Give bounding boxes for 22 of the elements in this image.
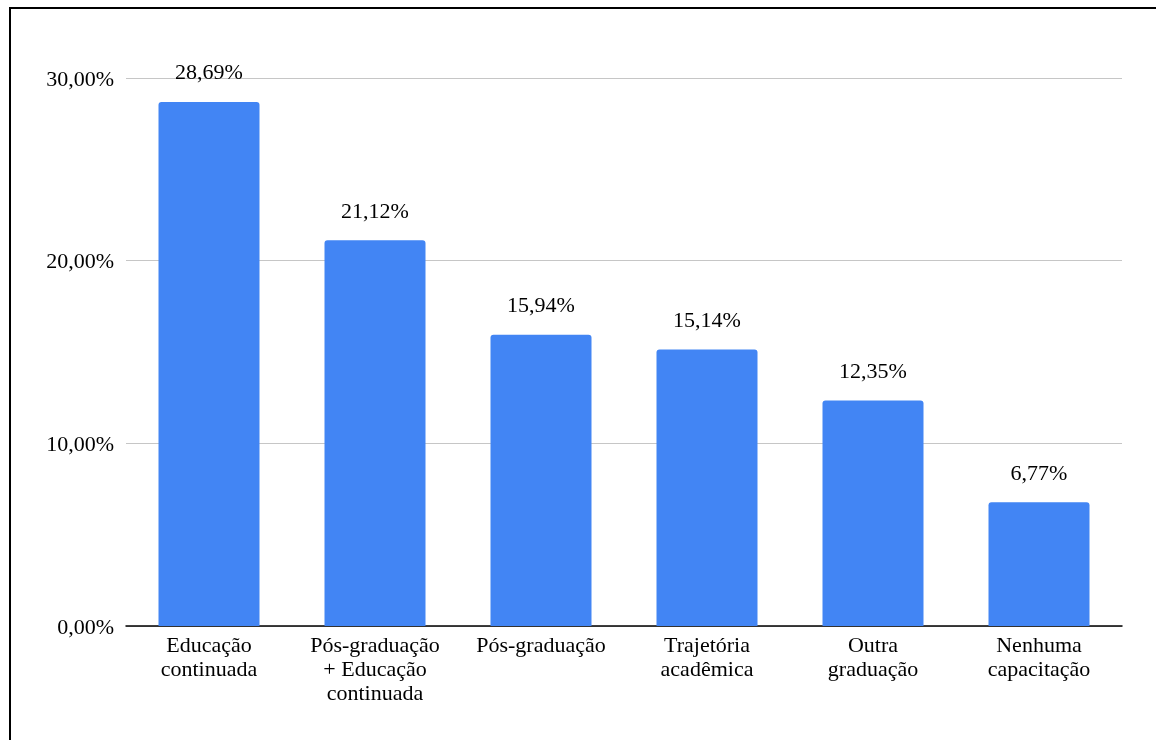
x-tick-label: Outra graduação <box>827 631 919 681</box>
y-tick-label: 10,00% <box>46 430 114 456</box>
bar <box>656 349 758 626</box>
data-label: 6,77% <box>1010 459 1068 485</box>
bar <box>988 502 1090 626</box>
y-tick-label: 30,00% <box>46 65 114 91</box>
bar <box>324 240 426 626</box>
data-label: 15,14% <box>673 306 741 332</box>
bar <box>158 101 260 626</box>
y-tick-label: 20,00% <box>46 248 114 274</box>
data-label: 15,94% <box>507 292 575 318</box>
x-tick-label: Educação continuada <box>160 631 258 681</box>
data-label: 12,35% <box>839 357 907 383</box>
x-tick-label: Pós-graduação <box>476 631 606 657</box>
x-tick-label: Nenhuma capacitação <box>987 631 1091 681</box>
bar <box>490 334 592 626</box>
y-tick-label: 0,00% <box>57 613 114 639</box>
x-tick-label: Trajetória acadêmica <box>660 631 754 681</box>
data-label: 28,69% <box>175 59 243 85</box>
x-tick-label: Pós-graduação + Educação continuada <box>310 631 440 705</box>
bar <box>822 400 924 626</box>
data-label: 21,12% <box>341 197 409 223</box>
